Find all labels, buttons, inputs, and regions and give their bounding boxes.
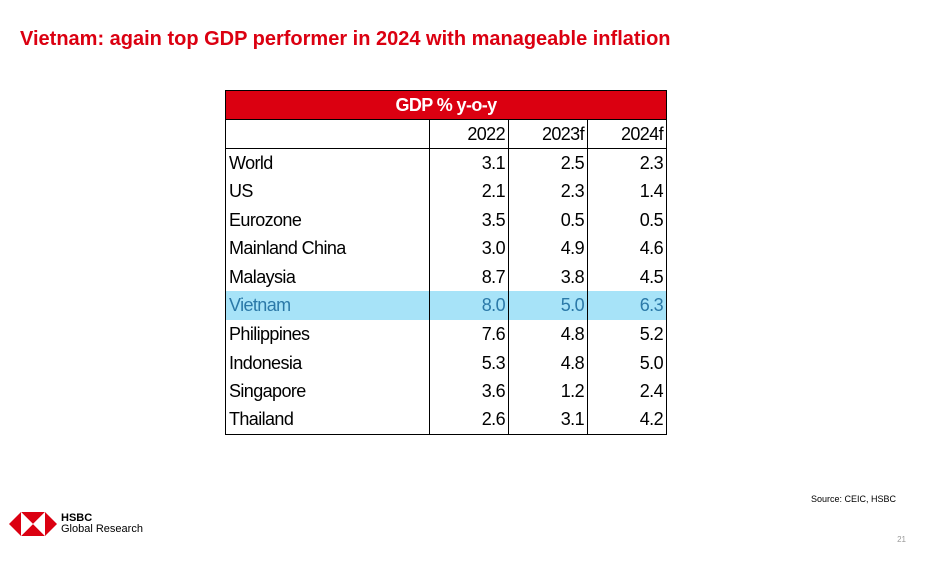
country-cell: Thailand bbox=[225, 405, 430, 435]
country-cell: Vietnam bbox=[225, 291, 430, 320]
value-2023f-cell: 3.1 bbox=[508, 405, 588, 435]
table-row: World 3.1 2.5 2.3 bbox=[225, 148, 667, 177]
value-2022-cell: 7.6 bbox=[429, 319, 509, 349]
table-header: GDP % y-o-y bbox=[225, 90, 667, 120]
country-cell: Eurozone bbox=[225, 205, 430, 234]
column-header-2024f: 2024f bbox=[587, 119, 667, 149]
table-header-row: GDP % y-o-y bbox=[225, 90, 667, 120]
value-2022-cell: 3.5 bbox=[429, 205, 509, 234]
logo-subtitle: Global Research bbox=[61, 523, 143, 535]
year-row: 2022 2023f 2024f bbox=[225, 119, 667, 149]
value-2023f-cell: 4.8 bbox=[508, 348, 588, 377]
country-cell: Singapore bbox=[225, 376, 430, 406]
table-row: Philippines 7.6 4.8 5.2 bbox=[225, 319, 667, 349]
table-row: Eurozone 3.5 0.5 0.5 bbox=[225, 205, 667, 234]
table-row-highlighted: Vietnam 8.0 5.0 6.3 bbox=[225, 291, 667, 320]
value-2023f-cell: 4.8 bbox=[508, 319, 588, 349]
value-2022-cell: 3.1 bbox=[429, 148, 509, 177]
source-note: Source: CEIC, HSBC bbox=[810, 494, 896, 504]
value-2022-cell: 8.7 bbox=[429, 262, 509, 292]
country-cell: Philippines bbox=[225, 319, 430, 349]
value-2024f-cell: 4.6 bbox=[587, 233, 667, 263]
value-2024f-cell: 1.4 bbox=[587, 176, 667, 206]
table-row: Indonesia 5.3 4.8 5.0 bbox=[225, 348, 667, 377]
country-cell: US bbox=[225, 176, 430, 206]
logo-brand: HSBC bbox=[61, 512, 93, 524]
value-2022-cell: 2.1 bbox=[429, 176, 509, 206]
value-2024f-cell: 2.4 bbox=[587, 376, 667, 406]
value-2023f-cell: 2.5 bbox=[508, 148, 588, 177]
value-2024f-cell: 0.5 bbox=[587, 205, 667, 234]
value-2024f-cell: 5.2 bbox=[587, 319, 667, 349]
column-header-2023f: 2023f bbox=[508, 119, 588, 149]
value-2023f-cell: 5.0 bbox=[508, 291, 588, 320]
table-row: Mainland China 3.0 4.9 4.6 bbox=[225, 233, 667, 263]
country-cell: Indonesia bbox=[225, 348, 430, 377]
value-2024f-cell: 2.3 bbox=[587, 148, 667, 177]
country-cell: World bbox=[225, 148, 430, 177]
value-2022-cell: 2.6 bbox=[429, 405, 509, 435]
table-row: Malaysia 8.7 3.8 4.5 bbox=[225, 262, 667, 292]
column-header-2022: 2022 bbox=[429, 119, 509, 149]
value-2024f-cell: 4.5 bbox=[587, 262, 667, 292]
value-2024f-cell: 5.0 bbox=[587, 348, 667, 377]
value-2022-cell: 5.3 bbox=[429, 348, 509, 377]
hsbc-hexagon-icon bbox=[9, 512, 57, 536]
country-cell: Malaysia bbox=[225, 262, 430, 292]
page-number: 21 bbox=[897, 535, 906, 544]
value-2022-cell: 8.0 bbox=[429, 291, 509, 320]
value-2022-cell: 3.0 bbox=[429, 233, 509, 263]
country-cell: Mainland China bbox=[225, 233, 430, 263]
value-2023f-cell: 1.2 bbox=[508, 376, 588, 406]
hsbc-logo: HSBC Global Research bbox=[9, 512, 143, 536]
gdp-table: GDP % y-o-y 2022 2023f 2024f World 3.1 2… bbox=[225, 90, 667, 435]
table-row: Thailand 2.6 3.1 4.2 bbox=[225, 405, 667, 435]
value-2023f-cell: 4.9 bbox=[508, 233, 588, 263]
value-2023f-cell: 0.5 bbox=[508, 205, 588, 234]
column-header-country bbox=[225, 119, 430, 149]
value-2023f-cell: 2.3 bbox=[508, 176, 588, 206]
slide-title: Vietnam: again top GDP performer in 2024… bbox=[20, 28, 671, 50]
value-2024f-cell: 6.3 bbox=[587, 291, 667, 320]
value-2024f-cell: 4.2 bbox=[587, 405, 667, 435]
table-row: Singapore 3.6 1.2 2.4 bbox=[225, 376, 667, 406]
table-row: US 2.1 2.3 1.4 bbox=[225, 176, 667, 206]
value-2022-cell: 3.6 bbox=[429, 376, 509, 406]
value-2023f-cell: 3.8 bbox=[508, 262, 588, 292]
